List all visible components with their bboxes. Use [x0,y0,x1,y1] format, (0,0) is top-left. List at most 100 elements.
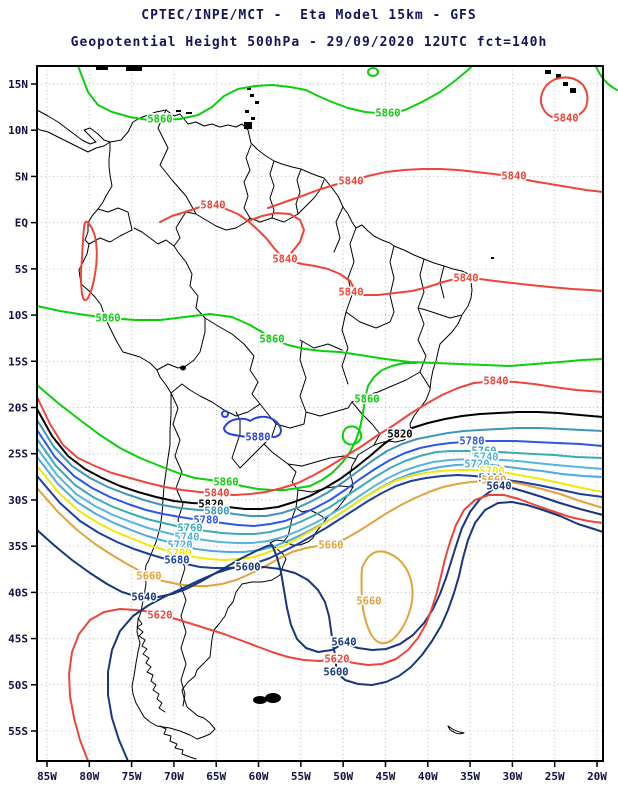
contour-5860-corner [595,65,618,91]
contour-5840-north-b [159,205,604,296]
border-guyana-suriname [269,160,275,219]
contour-label-5860: 5860 [213,477,238,489]
contour-label-5840: 5840 [272,254,297,266]
contour-5880-cell [223,415,282,439]
contour-label-5880: 5880 [245,432,270,444]
lat-label: 30S [8,494,28,507]
border-argentina-brazil [263,443,299,491]
border-bolivia-paraguay-argentina [170,383,261,417]
contour-5740 [36,447,604,544]
contour-5780 [36,429,604,527]
central-america-coast [36,109,111,145]
contour-label-5860: 5860 [147,114,172,126]
lon-label: 40W [418,770,438,783]
contour-label-5840: 5840 [553,113,578,125]
lon-label: 70W [164,770,184,783]
island-falkland-east [265,693,281,703]
contour-5600 [107,501,604,762]
contour-label-5720: 5720 [464,459,489,471]
tierra-del-fuego-coast [159,725,197,760]
contour-label-5840: 5840 [204,488,229,500]
island-antilles-2 [250,94,254,97]
contour-label-5640: 5640 [131,592,156,604]
lon-label: 80W [79,770,99,783]
island-antilles-4 [245,110,249,113]
contour-5840-north-branch [247,212,305,260]
island-cape-verde-1 [545,70,551,74]
contour-label-5740: 5740 [473,452,498,464]
lon-label: 65W [206,770,226,783]
axis-labels: 85W 80W 75W 70W 65W 60W 55W 50W 45W 40W 35W 30W 25W 2… [8,78,607,783]
contour-5840-band [36,380,604,496]
contour-label-5660: 5660 [356,596,381,608]
patagonia-fjords [136,617,166,713]
contour-label-5680: 5680 [478,473,503,485]
contour-label-5840: 5840 [501,171,526,183]
lat-label: 20S [8,401,28,414]
brazil-state-borders [275,206,463,493]
border-colombia-venezuela [157,109,197,215]
contour-label-5700: 5700 [166,548,191,560]
border-uruguay-argentina [283,507,297,542]
contour-label-5620: 5620 [324,654,349,666]
lat-label: 10N [8,124,28,137]
border-paraguay-argentina [231,411,265,469]
south-america-geography [36,66,576,760]
border-bolivia-brazil [204,317,261,405]
lat-label: 15S [8,355,28,368]
contour-label-5760: 5760 [471,446,496,458]
contour-label-5800: 5800 [204,506,229,518]
contour-label-5860: 5860 [259,334,284,346]
lat-label: 15N [8,78,28,91]
border-brazil-uruguay [295,489,327,520]
border-ecuador-colombia [97,207,133,231]
contour-label-5660: 5660 [481,475,506,487]
island-antilles-1 [247,87,251,90]
central-america-coast-south [36,127,111,153]
contour-label-5820: 5820 [387,429,412,441]
lon-label: 55W [291,770,311,783]
chart-title: CPTEC/INPE/MCT - Eta Model 15km - GFS [141,8,477,23]
lon-label: 50W [333,770,353,783]
border-chile-argentina [170,392,187,707]
contour-label-5660: 5660 [318,540,343,552]
lat-label: 35S [8,540,28,553]
coastline [78,109,473,740]
axis-ticks [31,83,598,767]
lat-label: 25S [8,448,28,461]
contour-label-5780: 5780 [193,515,218,527]
island-hispaniola [126,66,142,71]
contour-5840-andes-loop [80,220,98,302]
contour-label-5760: 5760 [177,523,202,535]
contour-5880-dot [221,410,229,418]
island-curacao [186,112,192,114]
contour-label-5660: 5660 [136,571,161,583]
lake-titicaca [180,365,186,371]
contour-label-5740: 5740 [174,532,199,544]
contour-label-5720: 5720 [167,540,192,552]
map-frame [36,65,604,762]
contour-label-5840: 5840 [200,200,225,212]
contour-label-5780: 5780 [459,436,484,448]
chart-subtitle: Geopotential Height 500hPa - 29/09/2020 … [70,35,548,50]
lon-label: 85W [37,770,57,783]
lat-label: 40S [8,586,28,599]
lat-label: 5N [15,170,28,183]
border-venezuela-guyana [243,144,252,219]
contour-5660-cell [360,550,414,645]
island-cape-verde-4 [570,88,576,93]
island-cape-verde-2 [556,74,561,78]
lat-label: 55S [8,725,28,738]
island-falkland-west [253,696,267,704]
lon-label: 30W [502,770,522,783]
contour-label-5860: 5860 [375,108,400,120]
contour-label-5640: 5640 [331,637,356,649]
lat-label: 10S [8,309,28,322]
contour-label-5840: 5840 [483,376,508,388]
contour-label-5840: 5840 [453,273,478,285]
island-trinidad [244,122,252,129]
contour-5660 [36,479,604,587]
island-noronha [491,257,494,259]
